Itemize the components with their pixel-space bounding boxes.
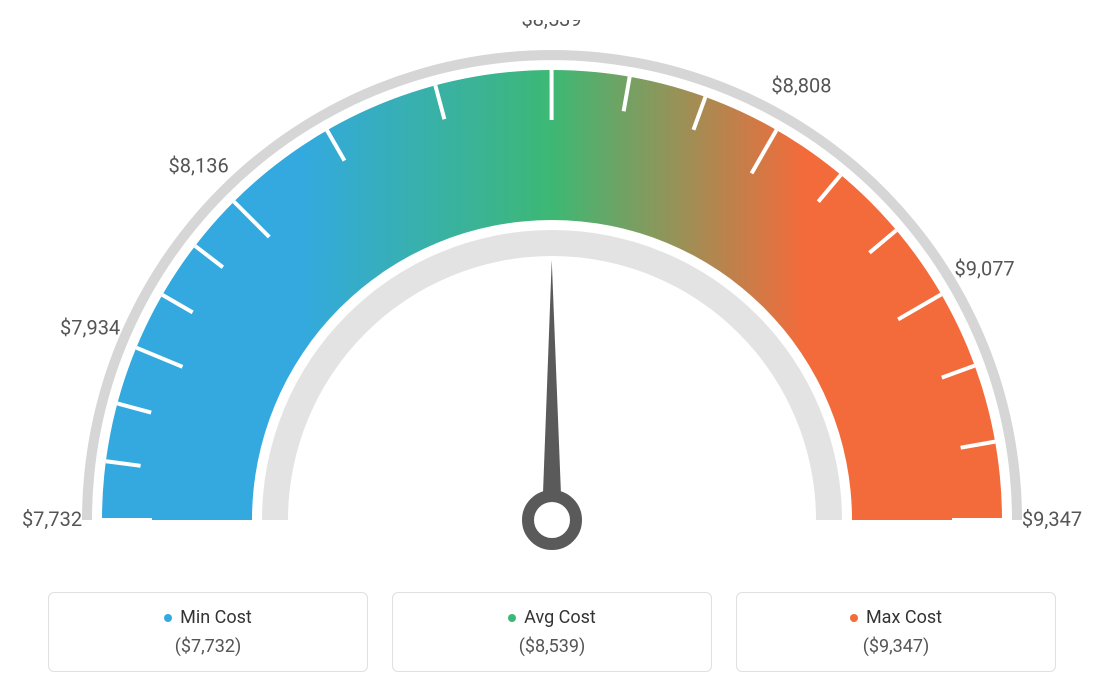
legend-label-avg: Avg Cost (508, 607, 596, 628)
legend-value-max: ($9,347) (863, 636, 930, 657)
cost-gauge: $7,732 $7,934 $8,136 $8,539 $8,808 $9,077 $9,3… (22, 20, 1082, 580)
legend-dot-max (850, 614, 858, 622)
gauge-tick-label: $8,808 (771, 74, 831, 98)
legend-card-min: Min Cost ($7,732) (48, 592, 368, 672)
gauge-tick-label: $9,347 (1022, 507, 1082, 531)
gauge-needle (542, 260, 562, 520)
legend-dot-avg (508, 614, 516, 622)
legend-text-avg: Avg Cost (524, 607, 596, 628)
legend-label-max: Max Cost (850, 607, 942, 628)
legend-card-avg: Avg Cost ($8,539) (392, 592, 712, 672)
legend-value-avg: ($8,539) (519, 636, 586, 657)
legend-text-max: Max Cost (866, 607, 942, 628)
gauge-tick-label: $9,077 (955, 256, 1015, 280)
legend-value-min: ($7,732) (175, 636, 242, 657)
gauge-needle-hub (528, 496, 576, 544)
legend-dot-min (164, 614, 172, 622)
gauge-tick-label: $8,136 (169, 153, 229, 177)
gauge-tick-label: $7,934 (60, 316, 120, 340)
gauge-tick-label: $8,539 (521, 20, 581, 31)
legend-card-max: Max Cost ($9,347) (736, 592, 1056, 672)
gauge-svg: $7,732 $7,934 $8,136 $8,539 $8,808 $9,077 $9,3… (22, 20, 1082, 580)
legend-label-min: Min Cost (164, 607, 252, 628)
legend-text-min: Min Cost (180, 607, 252, 628)
gauge-tick-label: $7,732 (22, 507, 82, 531)
legend-row: Min Cost ($7,732) Avg Cost ($8,539) Max … (22, 592, 1082, 672)
